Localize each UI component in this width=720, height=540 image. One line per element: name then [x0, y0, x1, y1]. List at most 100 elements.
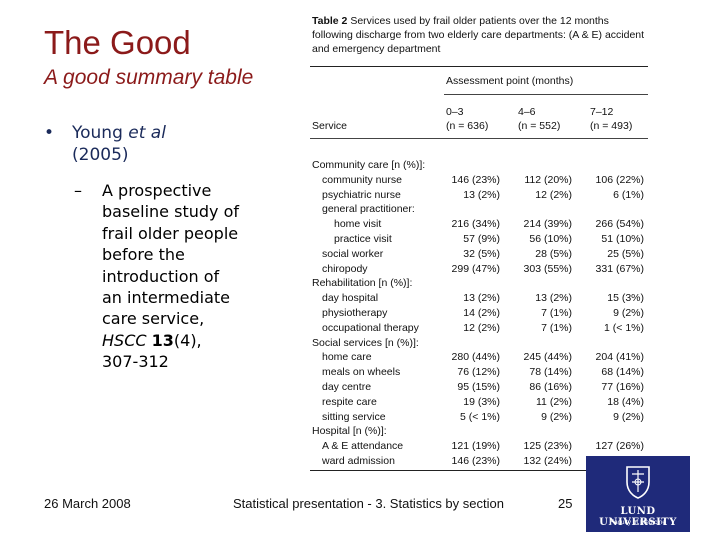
table-row: home visit 216 (34%) 214 (39%) 266 (54%): [306, 217, 656, 232]
col-period-3: 7–12: [590, 106, 614, 118]
university-crest-icon: [626, 466, 650, 499]
sub-bullet-dash: –: [74, 181, 82, 200]
row-value-col-3: 77 (16%): [601, 380, 644, 393]
row-value-col-3: 51 (10%): [601, 232, 644, 245]
row-value-col-1: 299 (47%): [451, 262, 500, 275]
table-caption: Table 2 Services used by frail older pat…: [312, 14, 652, 56]
table-row: Rehabilitation [n (%)]:: [306, 276, 656, 291]
row-value-col-2: 125 (23%): [523, 440, 572, 453]
table-top-rule: [310, 66, 648, 67]
col-period-1: 0–3: [446, 106, 464, 118]
row-label: occupational therapy: [322, 321, 419, 334]
table-row: Community care [n (%)]:: [306, 158, 656, 173]
row-value-col-1: 280 (44%): [451, 351, 500, 364]
row-value-col-3: 127 (26%): [595, 440, 644, 453]
service-header: Service: [312, 120, 348, 132]
row-value-col-1: 121 (19%): [451, 440, 500, 453]
row-value-col-1: 12 (2%): [463, 321, 500, 334]
footer-title: Statistical presentation - 3. Statistics…: [233, 496, 504, 511]
table-row: day centre 95 (15%) 86 (16%) 77 (16%): [306, 380, 656, 395]
row-value-col-1: 14 (2%): [463, 306, 500, 319]
row-value-col-2: 86 (16%): [529, 380, 572, 393]
bullet-text: Young: [72, 123, 129, 143]
row-label: A & E attendance: [322, 440, 404, 453]
row-value-col-2: 214 (39%): [523, 218, 572, 231]
citation-journal: HSCC: [102, 330, 147, 350]
row-value-col-3: 15 (3%): [607, 292, 644, 305]
table-row: respite care 19 (3%) 11 (2%) 18 (4%): [306, 395, 656, 410]
table-row: Social services [n (%)]:: [306, 336, 656, 351]
table-body: Community care [n (%)]: community nurse 14…: [306, 158, 656, 469]
row-label: Social services [n (%)]:: [312, 336, 419, 349]
table-row: psychiatric nurse 13 (2%) 12 (2%) 6 (1%): [306, 188, 656, 203]
slide-title: The Good: [44, 24, 191, 61]
bullet-dot-icon: •: [44, 123, 55, 143]
table-bottom-rule: [310, 470, 648, 471]
group-header: Assessment point (months): [446, 75, 574, 87]
row-value-col-3: 1 (< 1%): [604, 321, 644, 334]
table-row: meals on wheels 76 (12%) 78 (14%) 68 (14%): [306, 365, 656, 380]
row-label: ward admission: [322, 454, 395, 467]
row-value-col-3: 25 (5%): [607, 247, 644, 260]
row-value-col-1: 95 (15%): [457, 380, 500, 393]
row-value-col-3: 266 (54%): [595, 218, 644, 231]
table-row: Hospital [n (%)]:: [306, 424, 656, 439]
row-label: psychiatric nurse: [322, 188, 401, 201]
row-label: day centre: [322, 380, 372, 393]
row-value-col-1: 216 (34%): [451, 218, 500, 231]
row-value-col-3: 331 (67%): [595, 262, 644, 275]
row-label: social worker: [322, 247, 384, 260]
logo-university-name: LUND UNIVERSITY: [599, 506, 677, 528]
row-label: Rehabilitation [n (%)]:: [312, 277, 413, 290]
row-value-col-2: 56 (10%): [529, 232, 572, 245]
citation: HSCC 13(4),: [102, 330, 244, 351]
sub-bullet-item: – A prospective baseline study of frail …: [44, 180, 244, 373]
table-row: practice visit 57 (9%) 56 (10%) 51 (10%): [306, 232, 656, 247]
table-row: community nurse 146 (23%) 112 (20%) 106 (22…: [306, 173, 656, 188]
row-value-col-2: 132 (24%): [523, 454, 572, 467]
citation-pages: 307-312: [102, 352, 169, 372]
row-value-col-3: 18 (4%): [607, 395, 644, 408]
row-value-col-3: 9 (2%): [613, 306, 644, 319]
row-value-col-2: 78 (14%): [529, 366, 572, 379]
row-label: practice visit: [334, 232, 392, 245]
row-value-col-2: 12 (2%): [535, 188, 572, 201]
row-label: meals on wheels: [322, 366, 401, 379]
table-row: social worker 32 (5%) 28 (5%) 25 (5%): [306, 247, 656, 262]
row-value-col-2: 9 (2%): [541, 410, 572, 423]
logo-faculty-name: Faculty of Medicine: [610, 519, 666, 526]
row-value-col-1: 13 (2%): [463, 292, 500, 305]
group-header-rule: [444, 94, 648, 95]
row-label: general practitioner:: [322, 203, 415, 216]
col-n-1: (n = 636): [446, 120, 489, 132]
col-n-2: (n = 552): [518, 120, 561, 132]
col-period-2: 4–6: [518, 106, 536, 118]
row-label: Hospital [n (%)]:: [312, 425, 387, 438]
row-label: chiropody: [322, 262, 368, 275]
bullet-year: (2005): [72, 145, 129, 165]
row-value-col-3: 204 (41%): [595, 351, 644, 364]
row-value-col-2: 303 (55%): [523, 262, 572, 275]
lund-university-logo: LUND UNIVERSITY Faculty of Medicine: [586, 456, 690, 532]
row-value-col-1: 5 (< 1%): [460, 410, 500, 423]
row-value-col-3: 68 (14%): [601, 366, 644, 379]
row-label: Community care [n (%)]:: [312, 159, 426, 171]
row-value-col-1: 19 (3%): [463, 395, 500, 408]
table-caption-label: Table 2: [312, 15, 348, 27]
col-n-3: (n = 493): [590, 120, 633, 132]
table-row: home care 280 (44%) 245 (44%) 204 (41%): [306, 350, 656, 365]
row-label: community nurse: [322, 173, 402, 186]
page-number: 25: [558, 496, 573, 511]
bullet-item: • Young et al (2005): [44, 122, 244, 166]
row-value-col-2: 11 (2%): [536, 395, 572, 408]
table-caption-text: Services used by frail older patients ov…: [312, 15, 645, 55]
row-value-col-2: 28 (5%): [535, 247, 572, 260]
row-label: sitting service: [322, 410, 386, 423]
row-value-col-2: 112 (20%): [524, 173, 572, 186]
bullet-et-al: et al: [128, 123, 166, 143]
row-label: home visit: [334, 218, 382, 231]
summary-table: Table 2 Services used by frail older pat…: [306, 8, 656, 471]
table-row: day hospital 13 (2%) 13 (2%) 15 (3%): [306, 291, 656, 306]
row-value-col-2: 245 (44%): [523, 351, 572, 364]
row-label: home care: [322, 351, 372, 364]
